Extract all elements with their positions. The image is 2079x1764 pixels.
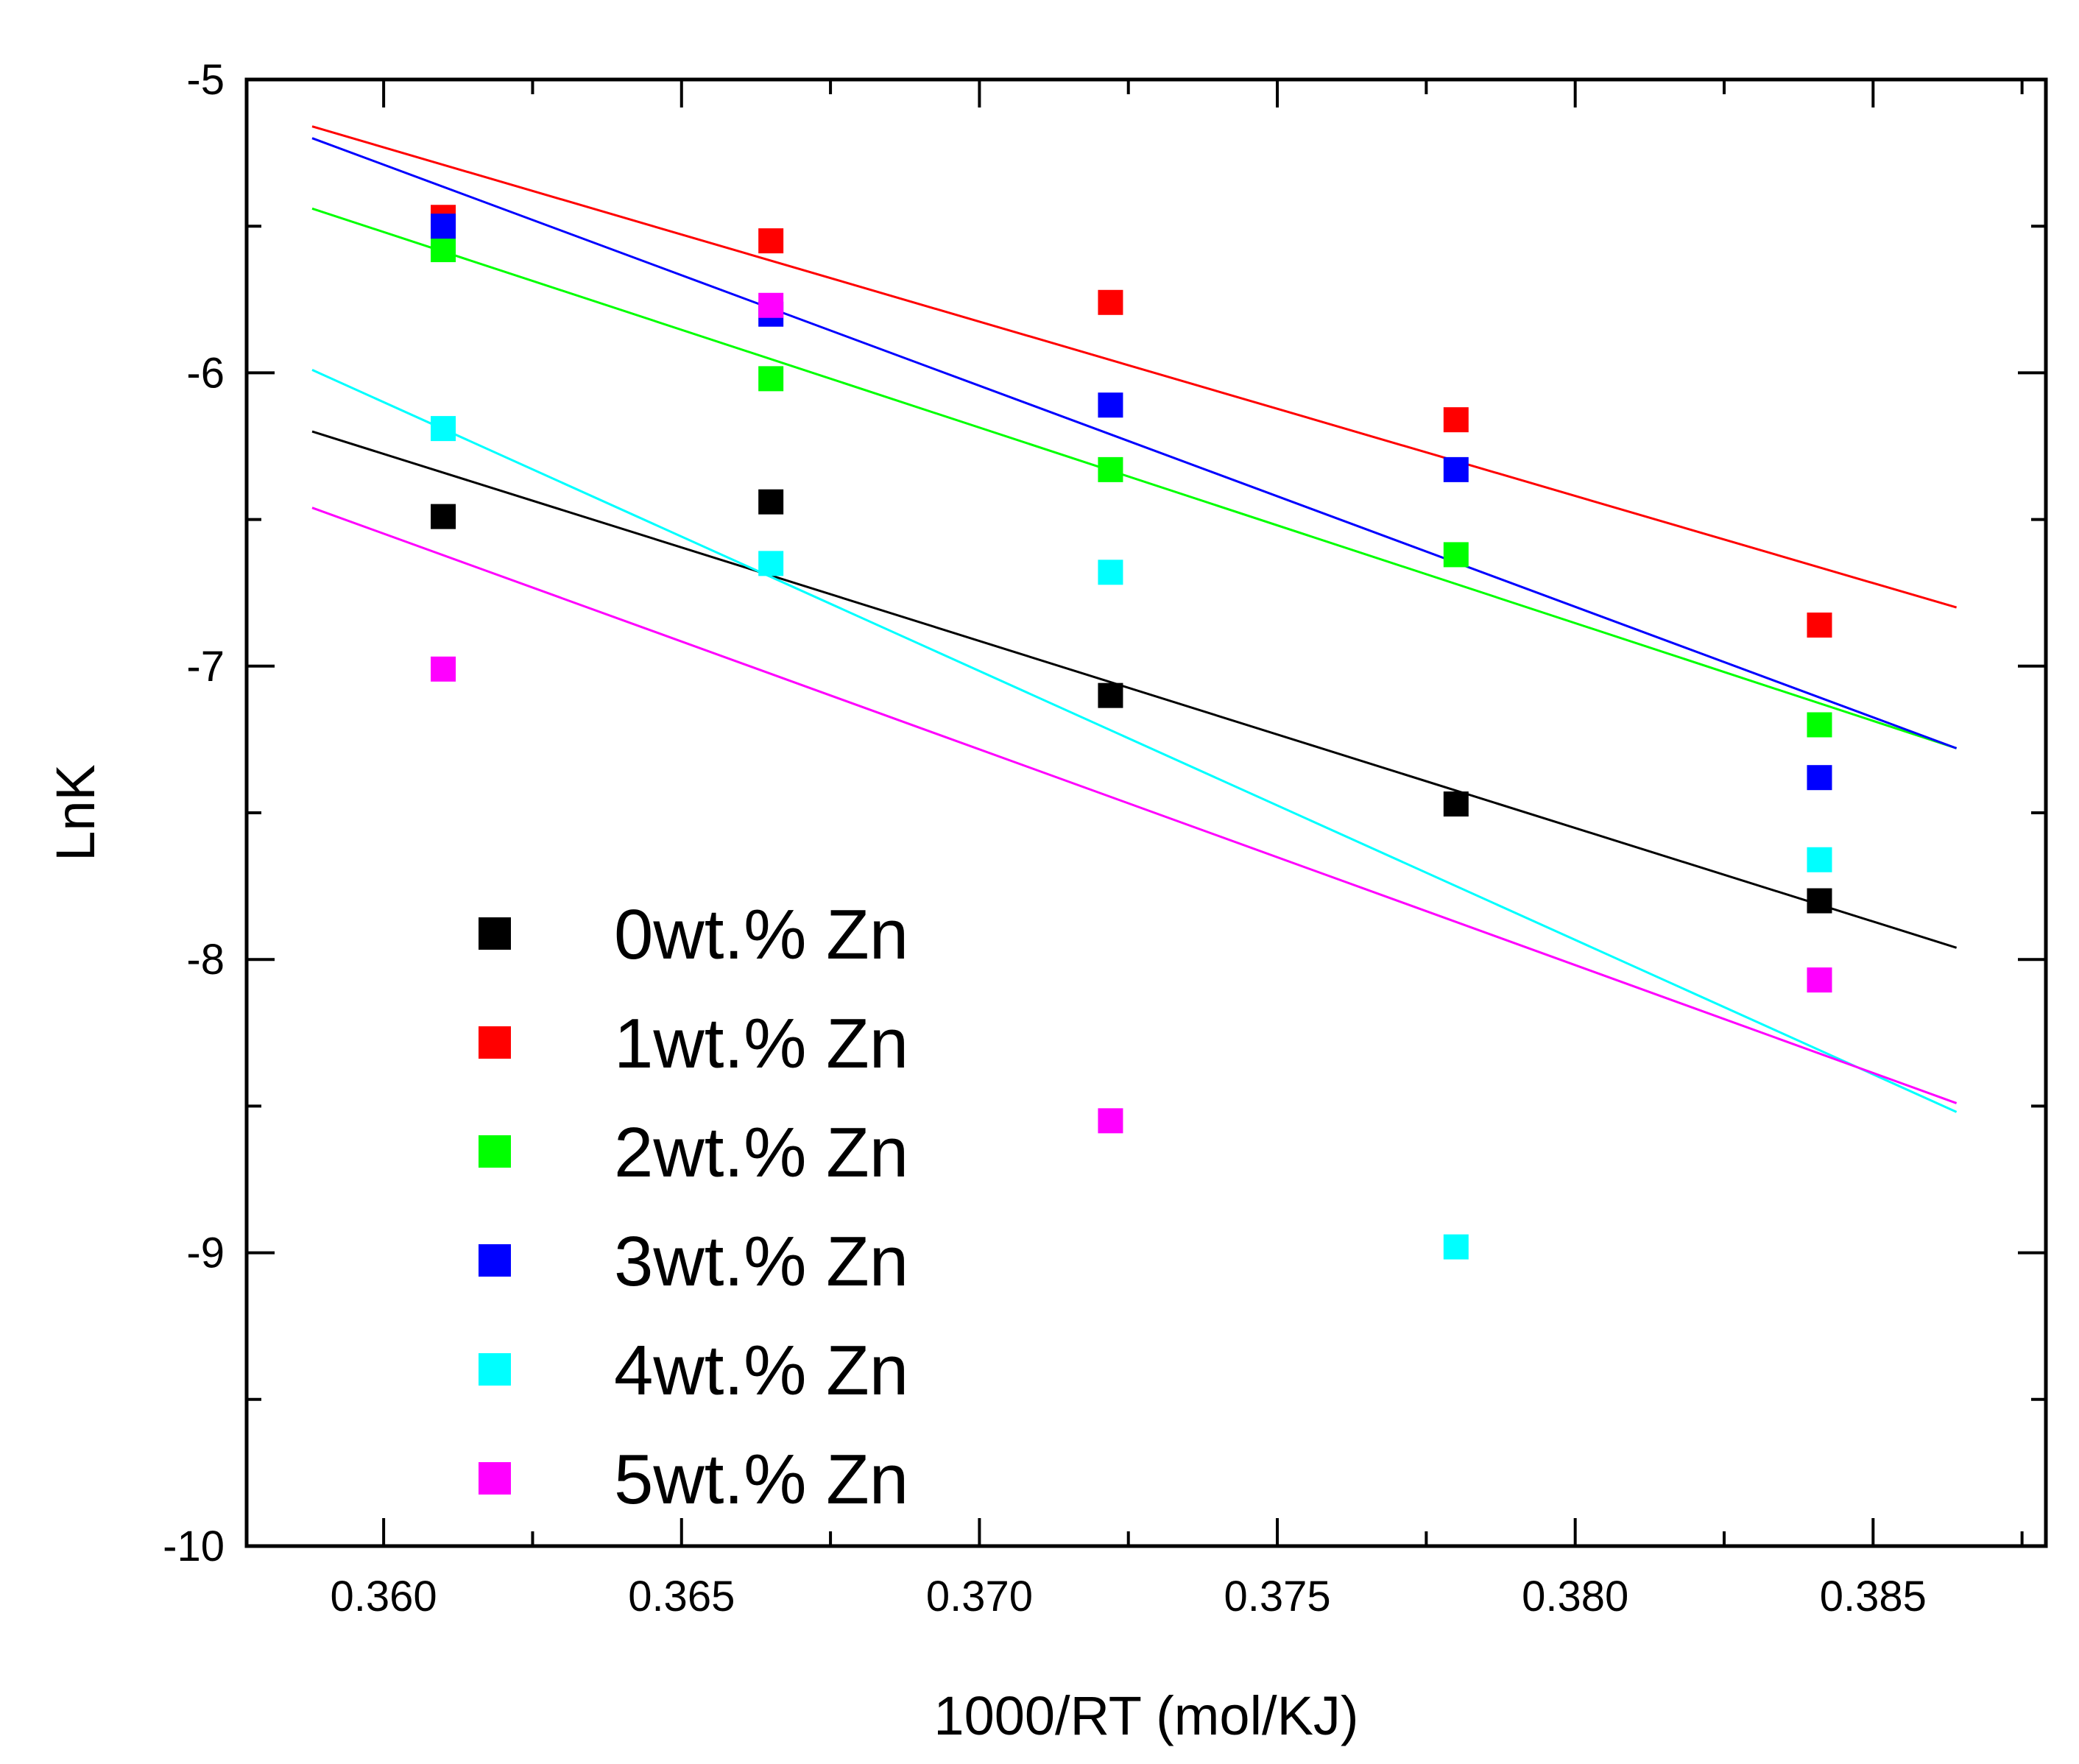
data-point — [1443, 791, 1469, 817]
data-point — [758, 228, 784, 254]
y-tick-label: -6 — [186, 349, 225, 397]
y-tick-label: -8 — [186, 936, 225, 984]
x-tick-label: 0.365 — [628, 1573, 735, 1620]
y-tick-label: -5 — [186, 56, 225, 104]
legend-label: 4wt.% Zn — [614, 1331, 908, 1410]
data-point — [1098, 392, 1123, 418]
data-point — [1807, 847, 1832, 872]
legend-swatch — [479, 1244, 511, 1277]
legend-label: 1wt.% Zn — [614, 1004, 908, 1083]
data-point — [1443, 407, 1469, 433]
y-tick-label: -9 — [186, 1229, 225, 1277]
x-tick-label: 0.370 — [926, 1573, 1033, 1620]
data-point — [1098, 682, 1123, 708]
fit-line — [311, 137, 1958, 749]
legend-label: 0wt.% Zn — [614, 895, 908, 974]
legend-label: 2wt.% Zn — [614, 1113, 908, 1192]
data-markers — [431, 205, 1832, 1260]
legend-swatch — [479, 1026, 511, 1059]
x-tick-label: 0.375 — [1224, 1573, 1330, 1620]
legend-label: 5wt.% Zn — [614, 1440, 908, 1519]
fit-line — [311, 207, 1958, 749]
data-point — [1098, 560, 1123, 585]
fit-line — [311, 507, 1958, 1104]
data-point — [1443, 542, 1469, 568]
legend-swatch — [479, 1353, 511, 1386]
data-point — [431, 504, 456, 529]
y-axis-ticks: -5 -6 -7 -8 -9 -10 — [163, 56, 2046, 1570]
data-point — [1807, 765, 1832, 791]
x-tick-label: 0.360 — [331, 1573, 437, 1620]
data-point — [1807, 712, 1832, 738]
y-axis-label: LnK — [45, 764, 106, 861]
fit-line — [311, 125, 1958, 609]
data-point — [1098, 289, 1123, 315]
data-point — [758, 489, 784, 515]
x-tick-label: 0.385 — [1820, 1573, 1927, 1620]
plot-border — [244, 77, 2048, 1548]
data-point — [1807, 888, 1832, 914]
data-point — [758, 292, 784, 318]
data-point — [431, 656, 456, 682]
legend-label: 3wt.% Zn — [614, 1222, 908, 1301]
data-point — [1098, 1108, 1123, 1134]
x-axis-ticks: 0.360 0.365 0.370 0.375 0.380 0.385 — [331, 80, 2024, 1620]
data-point — [1443, 1234, 1469, 1260]
data-point — [1807, 967, 1832, 993]
plot-frame — [244, 77, 2048, 1548]
data-point — [431, 416, 456, 442]
fit-line — [311, 430, 1958, 949]
y-tick-label: -7 — [186, 643, 225, 691]
legend-swatch — [479, 917, 511, 950]
fit-lines — [311, 125, 1958, 1113]
x-axis-label: 1000/RT (mol/KJ) — [933, 1685, 1358, 1746]
data-point — [1807, 613, 1832, 638]
data-point — [1443, 456, 1469, 482]
y-tick-label: -10 — [163, 1523, 225, 1570]
legend-swatch — [479, 1462, 511, 1495]
x-tick-label: 0.380 — [1522, 1573, 1628, 1620]
legend-swatch — [479, 1135, 511, 1168]
data-point — [1098, 456, 1123, 482]
fit-line — [311, 369, 1958, 1113]
data-point — [431, 214, 456, 239]
legend: 0wt.% Zn 1wt.% Zn 2wt.% Zn 3wt.% Zn 4wt.% Zn… — [479, 895, 908, 1519]
data-point — [758, 366, 784, 392]
data-point — [758, 551, 784, 576]
data-point — [431, 237, 456, 263]
